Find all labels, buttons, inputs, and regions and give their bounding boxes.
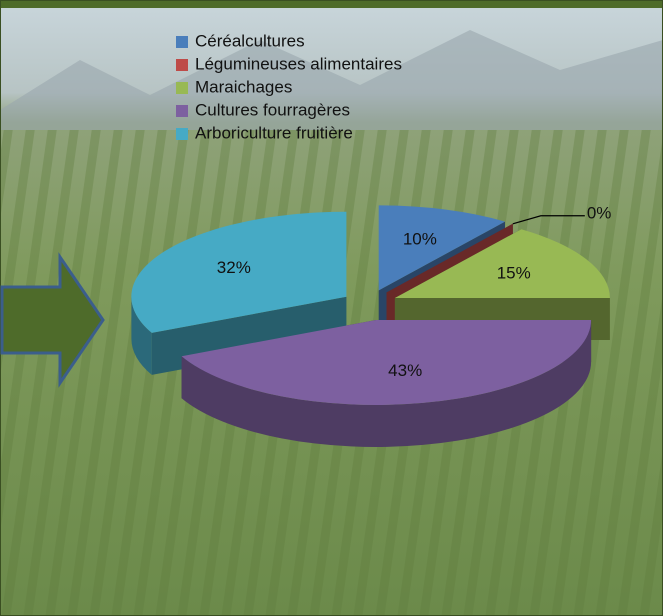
data-label: 0% — [587, 203, 612, 222]
data-label: 32% — [217, 258, 251, 277]
legend-swatch — [176, 36, 188, 48]
legend-label: Arboriculture fruitière — [195, 123, 353, 142]
legend-label: Maraichages — [195, 77, 292, 96]
legend-swatch — [176, 105, 188, 117]
legend-swatch — [176, 82, 188, 94]
legend-swatch — [176, 59, 188, 71]
data-label: 10% — [403, 230, 437, 249]
legend-label: Céréalcultures — [195, 31, 305, 50]
chart: Céréalcultures Légumineuses alimentaires M… — [0, 0, 663, 616]
data-label: 43% — [388, 361, 422, 380]
legend-label: Cultures fourragères — [195, 100, 350, 119]
data-label: 15% — [497, 264, 531, 283]
legend-label: Légumineuses alimentaires — [195, 54, 402, 73]
legend-swatch — [176, 128, 188, 140]
title-bar — [0, 0, 663, 8]
page: {"chart_data": {"type": "pie", "categori… — [0, 0, 663, 616]
